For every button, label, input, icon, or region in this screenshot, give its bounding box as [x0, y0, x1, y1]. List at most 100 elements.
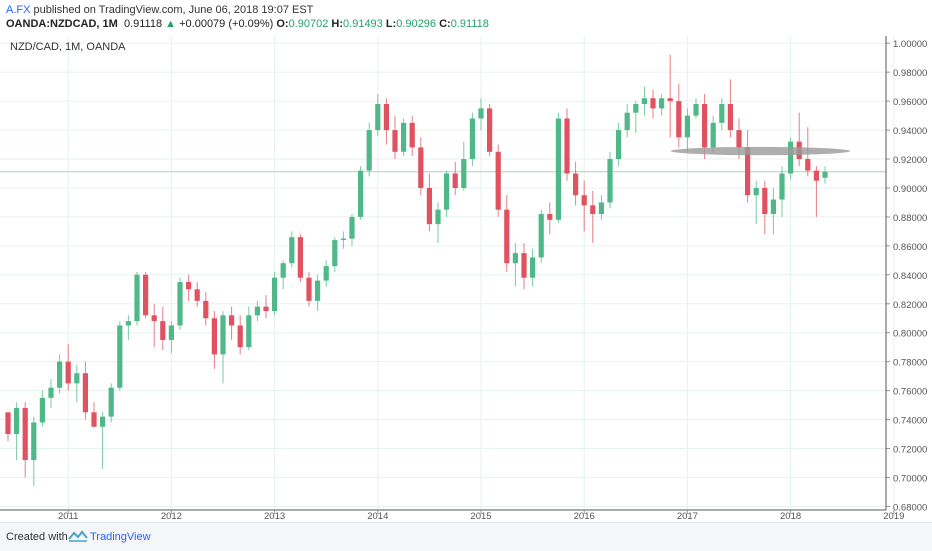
candle-up [401, 118, 407, 157]
y-tick-label: 0.82000 [893, 300, 927, 311]
candle-down [91, 402, 97, 427]
candle-body [538, 214, 544, 258]
candle-down [452, 161, 458, 196]
candle-up [598, 195, 604, 220]
candle-up [753, 180, 759, 225]
candle-up [616, 122, 622, 167]
candle-body [418, 147, 424, 188]
candle-up [108, 383, 114, 423]
candle-body [254, 306, 260, 316]
candle-body [117, 325, 123, 388]
candle-down [650, 89, 656, 119]
candle-body [641, 98, 647, 105]
candle-body [39, 397, 45, 423]
candle-body [203, 300, 209, 319]
candle-body [151, 315, 157, 322]
candle-body [573, 173, 579, 196]
candle-body [82, 373, 88, 413]
candle-up [538, 209, 544, 264]
x-tick-label: 2011 [58, 511, 78, 520]
candle-down [82, 361, 88, 420]
author-link[interactable]: A.FX [6, 4, 31, 16]
tradingview-logo-icon[interactable] [68, 529, 88, 543]
y-tick-label: 0.84000 [893, 271, 927, 282]
candle-down [65, 344, 71, 391]
candle-up [74, 364, 80, 403]
candle-up [461, 141, 467, 191]
candle-up [272, 271, 278, 316]
close-label: C: [439, 18, 451, 30]
y-tick-label: 0.94000 [893, 126, 927, 137]
y-tick-label: 0.96000 [893, 97, 927, 108]
candle-up [168, 321, 174, 353]
candle-body [340, 238, 346, 241]
candle-body [530, 257, 536, 278]
candle-body [366, 130, 372, 171]
y-tick-label: 0.70000 [893, 473, 927, 484]
candle-down [186, 274, 192, 301]
candle-up [779, 166, 785, 217]
x-tick-label: 2015 [470, 511, 491, 520]
chart-area[interactable]: 1.00000 0.98000 0.96000 0.94000 0.92000 0.900… [0, 36, 932, 522]
candle-body [426, 187, 432, 225]
y-tick-label: 0.80000 [893, 329, 927, 340]
candle-body [332, 240, 338, 267]
candle-down [667, 54, 673, 138]
y-tick-label: 0.72000 [893, 444, 927, 455]
candle-up [332, 237, 338, 272]
candle-body [237, 325, 243, 348]
candle-up [530, 248, 536, 287]
candle-body [762, 187, 768, 215]
candle-up [633, 101, 639, 133]
candlestick-chart[interactable]: 1.00000 0.98000 0.96000 0.94000 0.92000 0.900… [0, 36, 932, 522]
candle-body [590, 205, 596, 215]
candle-down [487, 104, 493, 157]
candle-up [366, 122, 372, 177]
candle-down [504, 195, 510, 272]
highlight-ellipse [670, 146, 851, 156]
candle-body [745, 147, 751, 196]
candle-body [31, 422, 37, 461]
candle-up [719, 98, 725, 131]
candle-body [478, 108, 484, 119]
candle-body [753, 187, 759, 196]
symbol-label: OANDA:NZDCAD, 1M [6, 18, 118, 30]
y-tick-label: 0.78000 [893, 358, 927, 369]
candle-up [177, 277, 183, 330]
candle-body [160, 321, 166, 340]
candle-up [57, 354, 63, 394]
candle-body [186, 282, 192, 290]
candle-up [822, 166, 828, 184]
candle-body [91, 412, 97, 427]
candle-body [512, 253, 518, 264]
candle-up [659, 93, 665, 116]
candle-body [788, 141, 794, 174]
candle-down [796, 112, 802, 167]
candle-body [392, 130, 398, 152]
candle-up [375, 93, 381, 136]
chart-title: NZD/CAD, 1M, OANDA [10, 41, 126, 53]
candle-body [220, 315, 226, 355]
candle-down [590, 190, 596, 243]
candle-up [770, 187, 776, 235]
candle-body [229, 315, 235, 326]
tradingview-brand-link[interactable]: TradingView [90, 531, 151, 543]
candle-body [74, 373, 80, 384]
x-tick-label: 2016 [574, 511, 595, 520]
candle-body [693, 104, 699, 116]
x-tick-label: 2018 [780, 511, 801, 520]
low-label: L: [385, 18, 397, 30]
candle-body [194, 289, 200, 301]
candle-body [736, 130, 742, 148]
candle-up [693, 98, 699, 119]
candle-body [409, 122, 415, 148]
candle-body [444, 173, 450, 210]
candle-body [624, 112, 630, 131]
publish-text: published on TradingView.com, June 06, 2… [30, 4, 314, 16]
candle-body [667, 98, 673, 102]
candle-body [504, 209, 510, 264]
candle-down [229, 306, 235, 340]
candle-up [710, 115, 716, 154]
chart-header: A.FX published on TradingView.com, June … [0, 0, 932, 36]
candle-body [813, 170, 819, 181]
